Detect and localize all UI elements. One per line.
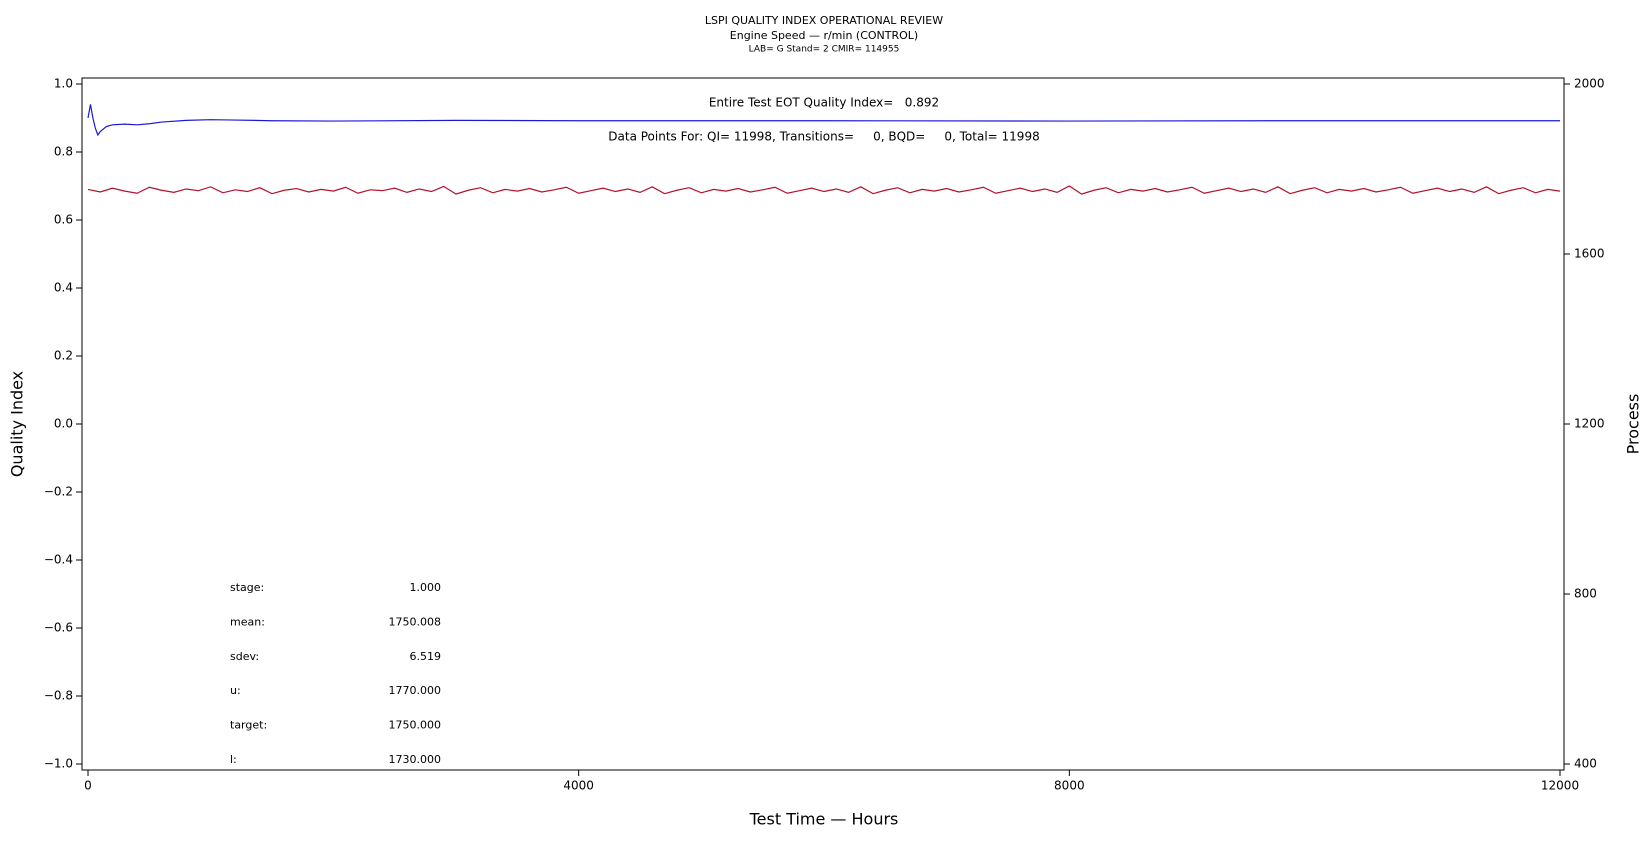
annotation: Entire Test EOT Quality Index= 0.892	[709, 96, 939, 110]
x-tick-label: 0	[84, 779, 92, 793]
stat-label: l:	[230, 753, 237, 766]
stat-value: 1750.000	[389, 719, 442, 732]
y-tick-label: 0.0	[54, 417, 73, 431]
stat-value: 1770.000	[389, 684, 442, 697]
x-axis-label: Test Time — Hours	[749, 810, 899, 829]
x-tick-label: 12000	[1541, 779, 1579, 793]
stat-label: target:	[230, 719, 267, 732]
y2-tick-label: 1200	[1574, 417, 1605, 431]
stat-value: 1.000	[410, 581, 442, 594]
y-tick-label: −0.4	[44, 553, 73, 567]
y-axis-label: Quality Index	[8, 371, 27, 477]
stat-value: 1750.008	[389, 615, 442, 628]
y2-axis-label: Process	[1624, 394, 1643, 455]
x-tick-label: 4000	[563, 779, 594, 793]
chart-subtitle: Engine Speed — r/min (CONTROL)	[730, 29, 918, 42]
y-tick-label: −0.8	[44, 689, 73, 703]
plot-frame	[81, 77, 1565, 771]
y-tick-label: 0.2	[54, 349, 73, 363]
y-tick-label: 0.8	[54, 145, 73, 159]
y2-tick-label: 1600	[1574, 247, 1605, 261]
data-line	[87, 185, 1561, 195]
y-tick-label: −0.2	[44, 485, 73, 499]
stat-label: sdev:	[230, 650, 259, 663]
y-tick-label: 1.0	[54, 77, 73, 91]
y2-tick-label: 800	[1574, 587, 1597, 601]
y2-tick-label: 400	[1574, 757, 1597, 771]
chart-title: LSPI QUALITY INDEX OPERATIONAL REVIEW	[705, 14, 943, 27]
y2-tick-label: 2000	[1574, 77, 1605, 91]
stat-label: u:	[230, 684, 241, 697]
stat-value: 6.519	[410, 650, 442, 663]
chart-subtitle: LAB= G Stand= 2 CMIR= 114955	[749, 45, 900, 55]
y-tick-label: −1.0	[44, 757, 73, 771]
stat-label: mean:	[230, 615, 265, 628]
y-tick-label: −0.6	[44, 621, 73, 635]
y-tick-label: 0.6	[54, 213, 73, 227]
stat-label: stage:	[230, 581, 264, 594]
y-tick-label: 0.4	[54, 281, 73, 295]
data-line	[87, 104, 1560, 137]
x-tick-label: 8000	[1054, 779, 1085, 793]
annotation: Data Points For: QI= 11998, Transitions=…	[608, 130, 1039, 144]
stat-value: 1730.000	[389, 753, 442, 766]
